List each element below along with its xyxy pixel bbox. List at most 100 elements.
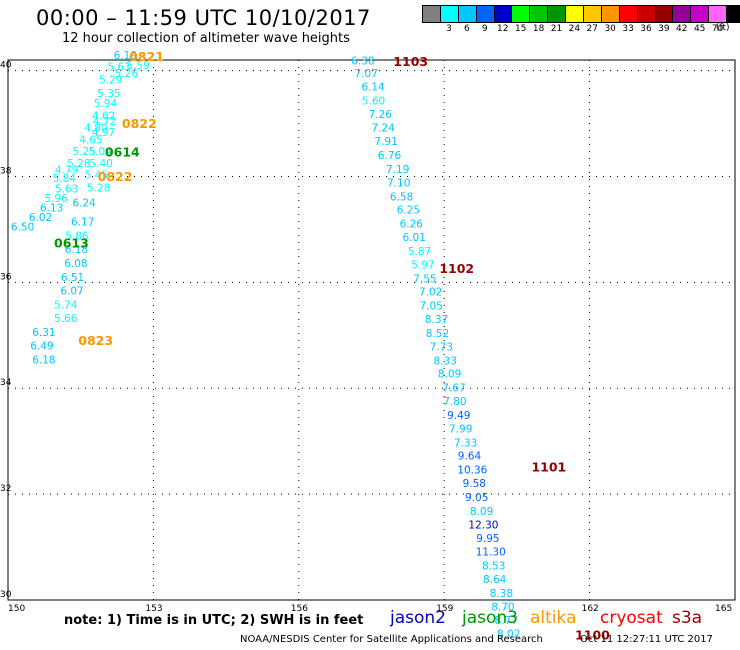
- pass-time-label: 1101: [531, 459, 566, 474]
- swh-value: 7.07: [355, 68, 378, 80]
- longitude-tick-label: 153: [145, 604, 162, 614]
- colorbar-swatch: [494, 6, 513, 22]
- swh-value: 9.64: [458, 451, 482, 463]
- swh-value: 9.05: [465, 492, 488, 504]
- swh-value: 5.87: [408, 246, 431, 258]
- swh-value: 5.45: [85, 170, 108, 182]
- swh-value: 8.38: [490, 588, 513, 600]
- colorbar-swatch: [566, 6, 585, 22]
- colorbar-label: 15: [514, 24, 527, 34]
- pass-time-label: 0823: [78, 333, 113, 348]
- swh-value: 5.04: [88, 146, 112, 158]
- swh-value: 8.09: [438, 369, 461, 381]
- colorbar-label: 42: [676, 24, 688, 34]
- colorbar-swatch: [673, 6, 692, 22]
- swh-value: 7.67: [442, 382, 465, 394]
- colorbar-label: 39: [658, 24, 670, 34]
- swh-value: 7.10: [387, 178, 410, 190]
- swh-value: 5.59: [126, 60, 149, 72]
- swh-value: 11.30: [476, 547, 506, 559]
- swh-value: 9.95: [476, 533, 499, 545]
- legend-jason2: jason2: [390, 608, 446, 628]
- pass-time-label: 0822: [122, 116, 157, 131]
- colorbar-label: 18: [532, 24, 545, 34]
- swh-value: 5.40: [89, 158, 112, 170]
- swh-value: 5.25: [72, 146, 95, 158]
- swh-value: 4.79: [55, 164, 78, 176]
- map-grid: [7, 59, 736, 601]
- colorbar-label: 24: [568, 24, 581, 34]
- longitude-tick-label: 165: [715, 604, 732, 614]
- swh-value: 8.53: [482, 560, 505, 572]
- swh-value: 5.29: [99, 74, 122, 86]
- swh-value: 9.49: [447, 410, 470, 422]
- colorbar-label: 9: [481, 24, 488, 34]
- legend-cryosat: cryosat: [600, 608, 663, 628]
- swh-value: 8.70: [491, 602, 514, 614]
- pass-time-label: 0822: [98, 169, 133, 184]
- swh-value: 7.19: [386, 164, 409, 176]
- swh-value: 8.37: [425, 314, 448, 326]
- map-subtitle: 12 hour collection of altimeter wave hei…: [62, 31, 350, 46]
- swh-value: 5.66: [54, 313, 78, 325]
- swh-value: 7.24: [372, 122, 396, 134]
- swh-value: 6.02: [29, 212, 52, 224]
- swh-value: 5.94: [94, 98, 118, 110]
- colorbar-swatch: [423, 6, 441, 22]
- swh-value: 6.49: [30, 341, 53, 353]
- pass-time-label: 0821: [129, 49, 164, 64]
- footer-timestamp: Oct 11 12:27:11 UTC 2017: [580, 634, 713, 645]
- legend-s3a: s3a: [672, 608, 703, 628]
- swh-value: 5.60: [362, 95, 385, 107]
- colorbar-swatch: [584, 6, 602, 22]
- pass-time-label: 1102: [439, 261, 474, 276]
- colorbar-swatch: [637, 6, 656, 22]
- swh-value: 6.26: [400, 218, 424, 230]
- colorbar-label: 12: [497, 24, 509, 34]
- colorbar-swatch: [512, 6, 531, 22]
- swh-value: 5.97: [411, 260, 434, 272]
- swh-value: 5.28: [67, 158, 90, 170]
- swh-value: 4.97: [92, 127, 115, 139]
- colorbar-swatch: [458, 6, 477, 22]
- swh-value: 6.76: [378, 150, 402, 162]
- swh-value: 7.80: [443, 396, 466, 408]
- latitude-tick-label: 34: [0, 378, 12, 388]
- swh-value: 6.08: [64, 258, 87, 270]
- footer-credit: NOAA/NESDIS Center for Satellite Applica…: [240, 634, 543, 645]
- swh-value: 7.91: [374, 136, 397, 148]
- colorbar-label: 6: [464, 24, 470, 34]
- swh-value: 6.25: [397, 205, 420, 217]
- pass-time-label: 1103: [393, 54, 428, 69]
- swh-value: 10.36: [457, 464, 487, 476]
- swh-value: 8.52: [426, 328, 449, 340]
- swh-value: 6.18: [65, 244, 88, 256]
- swh-value: 9.58: [463, 478, 486, 490]
- latitude-tick-label: 32: [0, 484, 11, 494]
- swh-value: 6.17: [71, 217, 94, 229]
- swh-value: 5.86: [65, 230, 89, 242]
- colorbar-swatch: [601, 6, 620, 22]
- axis-labels: 150 153 156 159 162 165 30 32 34 36 38 40: [0, 61, 732, 614]
- colorbar-swatch: [691, 6, 710, 22]
- longitude-tick-label: 162: [582, 604, 599, 614]
- map-title: 00:00 – 11:59 UTC 10/10/2017: [36, 6, 371, 30]
- colorbar-swatch: [727, 6, 740, 22]
- swh-value: 5.74: [54, 299, 78, 311]
- swh-value: 6.50: [11, 221, 34, 233]
- pass-time-label: 1100: [575, 628, 610, 643]
- latitude-tick-label: 30: [0, 590, 12, 600]
- swh-value: 5.28: [87, 182, 110, 194]
- colorbar-label: 30: [604, 24, 616, 34]
- colorbar-label: 21: [550, 24, 563, 34]
- colorbar-swatch: [530, 6, 549, 22]
- swh-value: 7.99: [449, 424, 472, 436]
- colorbar-unit: (ft): [716, 23, 730, 33]
- pass-time-label: 0613: [54, 235, 89, 250]
- swh-value: 8.77: [495, 615, 518, 627]
- swh-value: 7.33: [454, 437, 477, 449]
- colorbar-label: 36: [640, 24, 652, 34]
- swh-value: 6.18: [32, 354, 55, 366]
- colorbar-swatch: [709, 6, 728, 22]
- swh-value: 12.30: [468, 520, 498, 532]
